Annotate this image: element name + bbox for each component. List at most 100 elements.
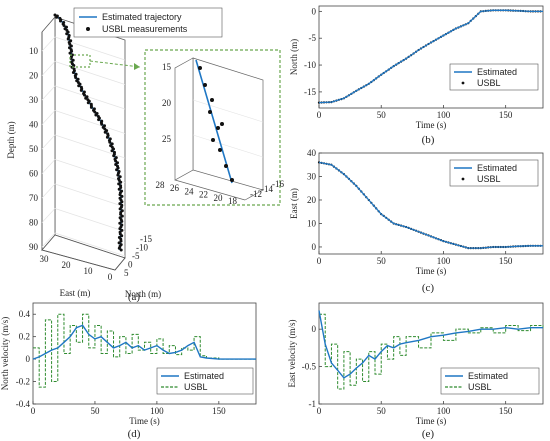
inset-north-tick: -12 <box>250 189 262 199</box>
panel-a-usbl-point <box>65 32 69 36</box>
panel-d-north-velocity: 0 50 100 150 0.4 0.2 0 -0.2 -0.4 Time (s) North ve… <box>0 302 257 440</box>
panel-a-usbl-point <box>59 19 62 23</box>
panel-a-east-tick: 10 <box>84 266 94 276</box>
panel-a-usbl-point <box>120 219 124 223</box>
inset-usbl-point <box>216 126 220 130</box>
x-tick-label: 50 <box>377 256 387 266</box>
panel-e-east-velocity: 0 50 100 150 0 -0.5 -1 Time (s) East velocity (m… <box>287 302 544 440</box>
legend-estimated-label: Estimated <box>477 67 517 77</box>
legend-box <box>449 63 539 91</box>
panel-a-usbl-point <box>114 159 118 163</box>
panel-caption: (c) <box>422 282 435 294</box>
x-axis-label: Time (s) <box>416 266 446 276</box>
x-tick-label: 100 <box>437 406 451 416</box>
panel-b-north-vs-time: 0 50 100 150 0 -5 -10 -15 Time (s) North (m) Estim… <box>289 5 544 146</box>
inset-left-wall <box>174 57 194 181</box>
panel-a-usbl-point <box>119 180 123 184</box>
panel-a-usbl-point <box>55 15 59 19</box>
estimated-line <box>318 9 543 104</box>
panel-a-depth-grid-60 <box>54 159 126 183</box>
panel-a-usbl-point <box>118 193 122 197</box>
legend-usbl-label: USBL <box>477 78 501 88</box>
panel-a-depth-tick: 10 <box>29 46 39 56</box>
legend-box <box>440 367 540 395</box>
x-tick-label: 100 <box>437 110 451 120</box>
inset-east-tick: 18 <box>228 196 238 206</box>
panel-a-depth-grid-90 <box>54 232 126 257</box>
legend-usbl-marker <box>461 177 465 181</box>
panel-a-zoom-arrow <box>89 60 141 68</box>
panel-a-usbl-point <box>100 122 104 126</box>
panel-a-usbl-point <box>83 93 86 97</box>
panel-a-usbl-point <box>115 168 119 172</box>
panel-a-usbl-point <box>120 200 124 204</box>
panel-a-usbl-point <box>117 246 121 250</box>
panel-a-usbl-point <box>120 214 124 218</box>
panel-a-east-tick: 30 <box>40 254 50 264</box>
y-tick-label: -15 <box>304 87 316 97</box>
panel-a-north-tick: -15 <box>140 234 152 244</box>
inset-north-tick: -16 <box>272 179 284 189</box>
panel-a-depth-tick: 70 <box>29 193 39 203</box>
panel-a-depth-tick: 60 <box>29 169 39 179</box>
legend-estimated-label: Estimated <box>477 163 517 173</box>
legend-usbl-measurements-marker <box>86 27 90 31</box>
panel-a-usbl-point <box>74 76 78 79</box>
y-tick-label: -5 <box>309 33 317 43</box>
inset-usbl-point <box>198 66 202 70</box>
x-axis-label: Time (s) <box>416 120 446 130</box>
x-tick-label: 150 <box>499 406 513 416</box>
inset-east-tick: 26 <box>170 183 180 193</box>
panel-a-depth-grid-10 <box>54 36 126 61</box>
inset-east-tick: 24 <box>185 186 195 196</box>
inset-usbl-point <box>210 98 214 102</box>
panel-a-depth-tick: 90 <box>29 242 39 252</box>
panel-a-usbl-point <box>97 118 101 122</box>
inset-east-tick: 22 <box>199 190 208 200</box>
x-tick-label: 0 <box>317 406 322 416</box>
inset-north-tick: -14 <box>261 184 273 194</box>
y-tick-label: 0.4 <box>19 309 31 319</box>
y-tick-label: 20 <box>307 195 317 205</box>
panel-a-usbl-point <box>110 149 114 153</box>
inset-east-tick: 20 <box>214 193 224 203</box>
y-tick-label: 40 <box>307 148 317 158</box>
y-tick-label: 10 <box>307 218 317 228</box>
y-tick-label: -0.4 <box>16 399 31 409</box>
panel-a-usbl-point <box>79 88 83 92</box>
inset-usbl-point <box>230 178 234 182</box>
panel-a-depth-grid-30 <box>54 85 126 110</box>
panel-a-usbl-point <box>77 84 81 88</box>
y-axis-label: East velocity (m/s) <box>287 320 297 388</box>
panel-a-usbl-point <box>118 221 122 225</box>
panel-caption: (d) <box>128 428 141 440</box>
inset-depth-tick: 20 <box>162 98 172 108</box>
panel-a-east-label: East (m) <box>60 288 91 298</box>
x-tick-label: 100 <box>437 256 451 266</box>
panel-a-usbl-point <box>53 13 57 17</box>
panel-a-usbl-point <box>117 187 121 191</box>
panel-a-usbl-point <box>94 113 98 117</box>
x-tick-label: 0 <box>317 256 322 266</box>
panel-a-usbl-point <box>117 241 121 245</box>
inset-usbl-point <box>220 122 224 126</box>
panel-a-depth-tick: 30 <box>29 95 39 105</box>
inset-usbl-point <box>208 110 212 114</box>
panel-a-usbl-point <box>117 182 121 186</box>
panel-a-usbl-point <box>69 44 73 48</box>
y-tick-label: -0.5 <box>302 362 317 372</box>
usbl-velocity-line <box>319 313 544 390</box>
legend-usbl-label: USBL <box>468 382 492 392</box>
panel-c-east-vs-time: 0 50 100 150 0 10 20 30 40 Time (s) East (m) Estima… <box>289 148 544 294</box>
panel-a-depth-grid-80 <box>54 208 126 232</box>
panel-a-depth-tick: 80 <box>29 218 39 228</box>
x-tick-label: 150 <box>499 110 513 120</box>
y-axis-label: North velocity (m/s) <box>0 317 10 391</box>
panel-caption: (b) <box>422 134 435 146</box>
legend-estimated-label: Estimated <box>468 371 508 381</box>
panel-a-usbl-point <box>89 105 93 109</box>
inset-depth-tick: 25 <box>162 134 172 144</box>
x-tick-label: 100 <box>150 406 164 416</box>
panel-a-usbl-point <box>119 248 123 252</box>
